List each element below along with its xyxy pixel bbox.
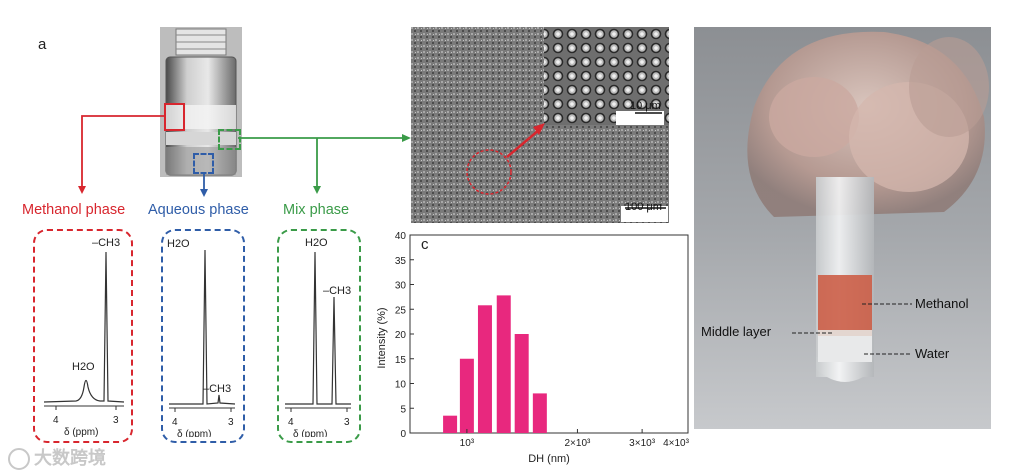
mix-nmr-tick-4: 4 <box>288 417 294 428</box>
y-tick-label: 20 <box>395 330 407 341</box>
mix-nmr-xlabel: δ (ppm) <box>293 429 327 437</box>
histogram-bar <box>443 415 458 433</box>
y-tick-label: 5 <box>400 404 406 415</box>
methanol-nmr-tick-3: 3 <box>113 415 119 426</box>
methanol-nmr-tick-4: 4 <box>53 415 59 426</box>
dls-histogram: 0 5 10 15 20 25 30 35 40 10³ 2×10³ 3×10³ 4×10³ Inte… <box>376 231 690 465</box>
y-tick-label: 15 <box>395 355 407 366</box>
chart-xlabel: DH (nm) <box>528 453 570 465</box>
x-tick-label: 4×10³ <box>663 438 690 449</box>
mix-nmr-tick-3: 3 <box>344 417 350 428</box>
y-tick-label: 30 <box>395 281 407 292</box>
methanol-phase-label: Methanol phase <box>22 202 126 218</box>
mix-nmr-h2o-label: H2O <box>305 237 328 249</box>
histogram-bar <box>514 334 529 433</box>
watermark-logo-icon <box>8 448 30 471</box>
tube-photo <box>694 27 991 429</box>
histogram-bar <box>459 358 474 433</box>
mix-nmr-ch3-label: –CH3 <box>323 285 351 297</box>
histogram-bar <box>496 295 511 433</box>
aqueous-nmr-tick-4: 4 <box>172 417 178 428</box>
methanol-nmr-xlabel: δ (ppm) <box>64 427 98 437</box>
y-tick-label: 10 <box>395 380 407 391</box>
mix-nmr-box <box>277 229 361 443</box>
x-tick-label: 10³ <box>460 438 475 449</box>
aqueous-nmr-ch3-label: –CH3 <box>203 383 231 395</box>
histogram-bar <box>532 393 547 433</box>
aqueous-phase-label: Aqueous phase <box>148 202 249 218</box>
x-tick-label: 3×10³ <box>629 438 656 449</box>
methanol-nmr-spectrum: 4 3 δ (ppm) H2O –CH3 <box>43 237 125 437</box>
methanol-layer-label: Methanol <box>915 296 969 311</box>
water-layer-label: Water <box>915 346 950 361</box>
middle-layer-label: Middle layer <box>701 324 772 339</box>
methanol-nmr-ch3-label: –CH3 <box>92 237 120 249</box>
chart-plot-frame <box>409 234 689 434</box>
watermark: 大数跨境 <box>8 444 106 471</box>
histogram-bar <box>477 305 492 433</box>
methanol-region-marker <box>164 103 185 131</box>
inset-scale-label: 10 μm <box>630 100 661 112</box>
x-tick-label: 2×10³ <box>565 438 592 449</box>
aqueous-nmr-box <box>161 229 245 443</box>
mix-region-marker <box>218 129 241 150</box>
chart-ylabel: Intensity (%) <box>376 307 388 368</box>
methanol-nmr-box <box>33 229 133 443</box>
methanol-nmr-h2o-label: H2O <box>72 361 95 373</box>
panel-c-label: c <box>421 236 429 253</box>
y-tick-label: 0 <box>400 429 406 440</box>
aqueous-nmr-tick-3: 3 <box>228 417 234 428</box>
y-tick-label: 25 <box>395 305 407 316</box>
mix-phase-label: Mix phase <box>283 202 350 218</box>
main-scale-label: 100 μm <box>625 201 662 213</box>
micrograph-image <box>411 27 669 223</box>
mix-nmr-spectrum: 4 3 δ (ppm) H2O –CH3 <box>285 237 351 437</box>
y-tick-label: 40 <box>395 231 407 242</box>
aqueous-nmr-spectrum: 4 3 δ (ppm) H2O –CH3 <box>167 238 236 437</box>
y-tick-label: 35 <box>395 256 407 267</box>
panel-a-label: a <box>38 36 47 53</box>
aqueous-nmr-xlabel: δ (ppm) <box>177 429 211 437</box>
aqueous-nmr-h2o-label: H2O <box>167 238 190 250</box>
